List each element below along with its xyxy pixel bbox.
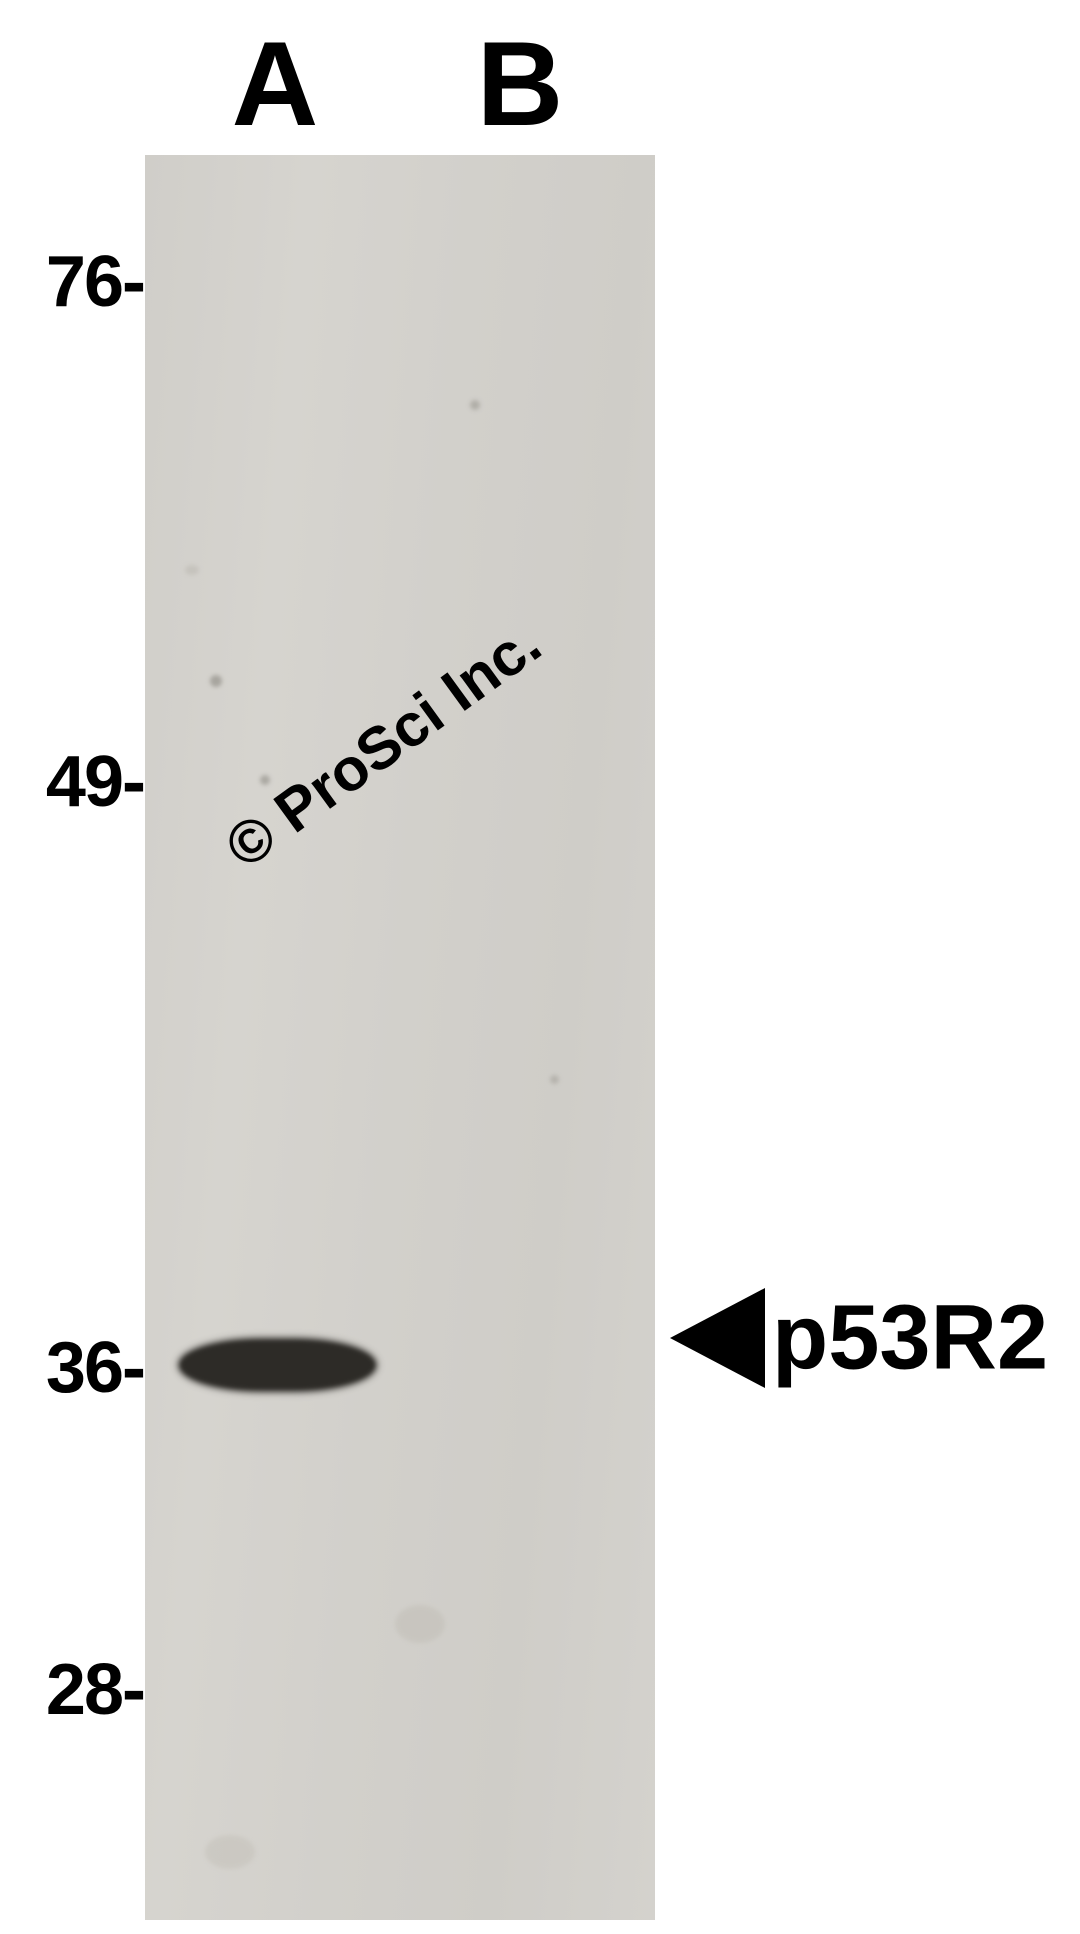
marker-value: 28 — [46, 1650, 122, 1730]
marker-value: 76 — [46, 242, 122, 322]
protein-arrow-icon — [670, 1288, 765, 1388]
protein-label: p53R2 — [772, 1286, 1048, 1391]
marker-label-36: 36- — [0, 1327, 144, 1409]
blot-smudge — [470, 400, 480, 410]
band-lane-a — [180, 1340, 375, 1390]
blot-smudge — [205, 1835, 255, 1869]
marker-label-49: 49- — [0, 741, 144, 823]
marker-value: 36 — [46, 1328, 122, 1408]
marker-label-76: 76- — [0, 241, 144, 323]
blot-smudge — [210, 675, 222, 687]
blot-smudge — [185, 565, 199, 575]
blot-membrane — [145, 155, 655, 1920]
marker-value: 49 — [46, 742, 122, 822]
lane-label-a: A — [232, 15, 319, 153]
marker-label-28: 28- — [0, 1649, 144, 1731]
blot-smudge — [550, 1075, 559, 1084]
blot-smudge — [260, 775, 270, 785]
blot-smudge — [395, 1605, 445, 1643]
lane-label-b: B — [477, 15, 564, 153]
